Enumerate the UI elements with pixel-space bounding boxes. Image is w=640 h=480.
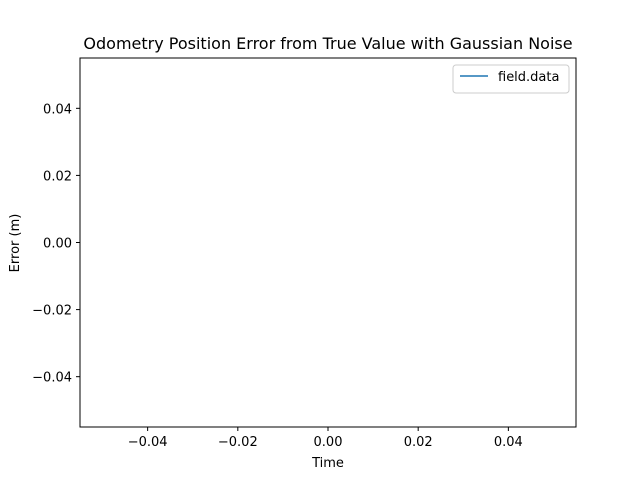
x-tick-label: −0.02 — [218, 435, 258, 450]
x-tick-label: −0.04 — [128, 435, 168, 450]
y-tick-label: 0.00 — [43, 237, 72, 252]
legend-box — [452, 64, 570, 94]
plot-area — [79, 57, 577, 428]
y-axis-label: Error (m) — [8, 214, 23, 273]
x-tick-label: 0.02 — [404, 435, 433, 450]
y-tick-label: −0.02 — [32, 304, 72, 319]
legend-series-label: field.data — [498, 70, 559, 85]
axes-frame — [79, 57, 577, 428]
y-tick-label: 0.04 — [43, 102, 72, 117]
legend: field.data — [452, 64, 570, 94]
y-axis-ticks: −0.04 −0.02 0.00 0.02 0.04 — [32, 102, 80, 386]
x-axis-label: Time — [311, 456, 344, 471]
x-tick-label: 0.04 — [494, 435, 523, 450]
x-axis-ticks: −0.04 −0.02 0.00 0.02 0.04 — [128, 427, 523, 450]
y-tick-label: −0.04 — [32, 371, 72, 386]
chart-title: Odometry Position Error from True Value … — [83, 34, 572, 53]
x-tick-label: 0.00 — [314, 435, 343, 450]
y-tick-label: 0.02 — [43, 169, 72, 184]
